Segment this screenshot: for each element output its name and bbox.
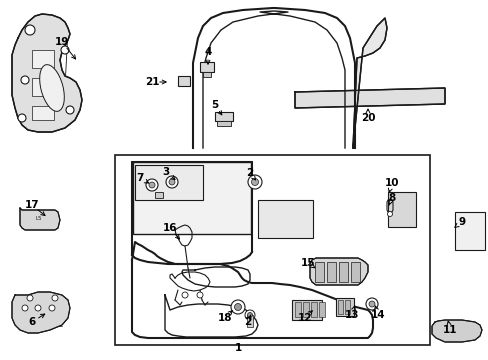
Text: 16: 16 <box>163 223 177 233</box>
Circle shape <box>197 292 203 298</box>
Bar <box>337 300 342 314</box>
Polygon shape <box>309 258 367 285</box>
Bar <box>200 62 214 72</box>
Bar <box>155 192 163 198</box>
Circle shape <box>66 106 74 114</box>
Bar <box>294 302 301 317</box>
Bar <box>32 78 54 96</box>
Bar <box>350 262 359 282</box>
Bar <box>32 106 54 120</box>
Text: 15: 15 <box>300 258 315 268</box>
Circle shape <box>230 300 244 314</box>
Circle shape <box>182 292 187 298</box>
Circle shape <box>149 182 155 188</box>
Circle shape <box>27 295 33 301</box>
Bar <box>314 262 324 282</box>
Text: 14: 14 <box>370 310 385 320</box>
Bar <box>246 315 252 327</box>
Text: 2: 2 <box>244 317 251 327</box>
Text: 9: 9 <box>458 217 465 227</box>
Bar <box>387 192 415 227</box>
Circle shape <box>21 76 29 84</box>
Polygon shape <box>294 88 444 108</box>
Text: 5: 5 <box>211 100 218 110</box>
Circle shape <box>52 295 58 301</box>
Text: 13: 13 <box>344 310 359 320</box>
Text: 6: 6 <box>28 317 36 327</box>
Bar <box>345 300 349 314</box>
Circle shape <box>165 176 178 188</box>
Bar <box>326 262 335 282</box>
Circle shape <box>22 305 28 311</box>
Circle shape <box>18 114 26 122</box>
Bar <box>203 72 210 77</box>
Text: 2: 2 <box>246 168 253 178</box>
Polygon shape <box>12 292 70 333</box>
Text: L5: L5 <box>35 216 41 221</box>
Bar <box>291 300 321 320</box>
Text: 20: 20 <box>360 113 374 123</box>
Circle shape <box>35 305 41 311</box>
Bar <box>115 155 429 345</box>
Bar <box>217 121 230 126</box>
Bar <box>454 212 484 250</box>
Bar <box>133 162 250 234</box>
Circle shape <box>169 179 175 185</box>
Text: 3: 3 <box>162 167 169 177</box>
Bar <box>215 112 232 121</box>
Bar <box>258 200 312 238</box>
Circle shape <box>234 303 241 310</box>
Polygon shape <box>20 208 60 230</box>
Polygon shape <box>431 320 481 342</box>
Text: 7: 7 <box>136 173 143 183</box>
Circle shape <box>244 310 254 320</box>
Circle shape <box>49 305 55 311</box>
Bar <box>303 302 308 317</box>
Text: 18: 18 <box>217 313 232 323</box>
Circle shape <box>386 211 392 216</box>
Bar <box>135 165 203 200</box>
Polygon shape <box>12 14 82 132</box>
Circle shape <box>61 46 69 54</box>
Polygon shape <box>352 18 386 148</box>
Circle shape <box>365 298 377 310</box>
Text: 12: 12 <box>297 313 312 323</box>
Text: 8: 8 <box>387 193 395 203</box>
Text: 19: 19 <box>55 37 69 47</box>
Circle shape <box>251 179 258 185</box>
Circle shape <box>247 175 262 189</box>
Bar <box>178 76 190 86</box>
Bar <box>335 298 353 316</box>
Bar <box>310 302 316 317</box>
Circle shape <box>247 312 252 318</box>
Text: 11: 11 <box>442 325 456 335</box>
Text: 4: 4 <box>204 47 211 57</box>
Ellipse shape <box>40 65 64 111</box>
Text: 10: 10 <box>384 178 398 188</box>
Bar <box>338 262 347 282</box>
Circle shape <box>25 25 35 35</box>
Text: 21: 21 <box>144 77 159 87</box>
Text: 17: 17 <box>24 200 39 210</box>
Bar <box>318 302 325 317</box>
Text: 1: 1 <box>234 343 241 353</box>
Circle shape <box>146 179 158 191</box>
Circle shape <box>368 301 374 307</box>
Bar <box>32 50 54 68</box>
